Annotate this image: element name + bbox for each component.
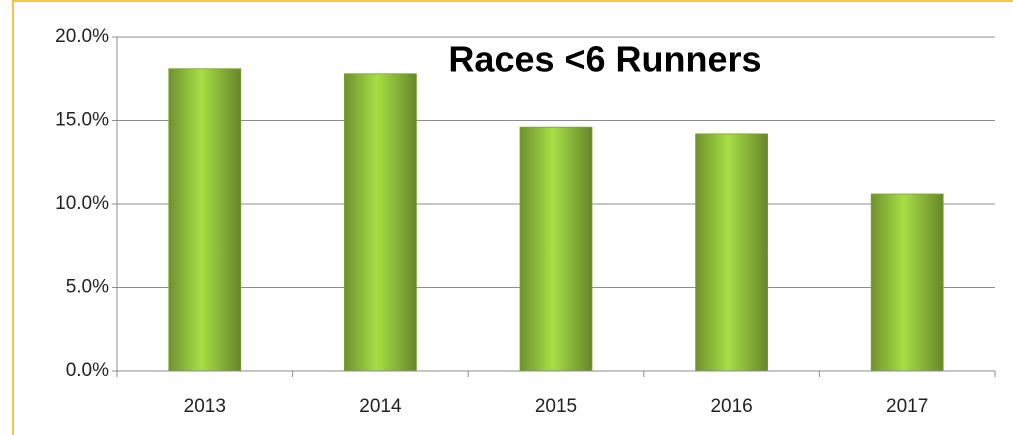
x-tick-label: 2016 — [710, 396, 752, 417]
y-tick-label: 5.0% — [66, 277, 109, 298]
y-tick-label: 20.0% — [55, 26, 109, 47]
y-tick-label: 15.0% — [55, 110, 109, 131]
chart-frame — [12, 0, 1013, 435]
y-tick-label: 10.0% — [55, 193, 109, 214]
bar — [870, 193, 944, 372]
bar — [168, 68, 242, 372]
bar — [695, 133, 768, 372]
bar — [519, 126, 593, 372]
x-tick-label: 2013 — [184, 396, 226, 417]
x-tick-label: 2014 — [359, 396, 402, 417]
x-tick-label: 2017 — [886, 396, 928, 417]
bar — [343, 73, 417, 372]
y-tick-label: 0.0% — [66, 360, 109, 381]
chart-title: Races <6 Runners — [448, 39, 761, 80]
x-tick-label: 2015 — [535, 396, 577, 417]
